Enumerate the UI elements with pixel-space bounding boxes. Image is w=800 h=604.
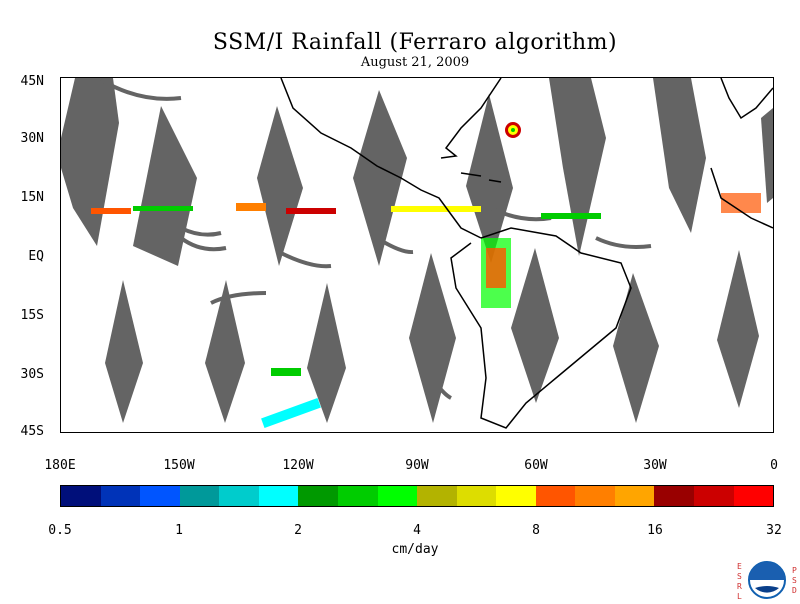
rainfall-map	[60, 77, 774, 433]
lon-label-90w: 90W	[405, 458, 429, 473]
colorbar-swatch	[575, 486, 615, 506]
rain-cell	[91, 208, 131, 214]
swath-gap	[205, 280, 245, 423]
rain-cell	[486, 248, 506, 288]
lat-label-15s: 15S	[20, 308, 44, 323]
colorbar-tick: 16	[647, 523, 663, 538]
rain-cell	[271, 368, 301, 376]
colorbar-swatch	[417, 486, 457, 506]
colorbar-swatch	[61, 486, 101, 506]
colorbar-swatch	[258, 486, 299, 506]
colorbar-tick: 8	[532, 523, 540, 538]
colorbar-swatch	[456, 486, 497, 506]
rain-cell	[261, 398, 321, 428]
colorbar-tick: 0.5	[48, 523, 72, 538]
colorbar-tick: 32	[766, 523, 782, 538]
rain-cell	[721, 193, 761, 213]
colorbar-tick: 1	[175, 523, 183, 538]
swath-arc	[100, 78, 182, 101]
lon-label-180e: 180E	[44, 458, 76, 473]
colorbar-swatch	[337, 486, 378, 506]
continent-outlines	[280, 78, 773, 429]
logo-letter: E	[737, 562, 742, 571]
swath-gap	[353, 90, 407, 266]
swath-gap	[549, 78, 606, 256]
colorbar-swatch	[535, 486, 576, 506]
colorbar-swatch	[496, 486, 536, 506]
lon-label-120w: 120W	[282, 458, 314, 473]
colorbar-swatch	[654, 486, 694, 506]
rain-cell	[286, 208, 336, 214]
logo-letter: L	[737, 592, 742, 601]
chart-date: August 21, 2009	[360, 55, 470, 70]
swath-arc	[375, 236, 414, 255]
rain-cells	[91, 122, 761, 428]
swath-arc	[179, 236, 227, 252]
lat-label-eq: EQ	[28, 249, 44, 264]
colorbar-swatch	[219, 486, 259, 506]
logo-letter: S	[737, 572, 742, 581]
swath-arc	[180, 226, 222, 237]
swath-gap	[761, 108, 773, 203]
noaa-emblem-icon	[748, 561, 786, 599]
swath-gap	[133, 106, 197, 266]
swath-gap	[717, 250, 759, 408]
swath-gap	[105, 280, 143, 423]
colorbar-swatch	[614, 486, 655, 506]
north-america-east-coast	[440, 78, 502, 159]
swath-gap	[653, 78, 706, 233]
swath-arc	[595, 236, 652, 249]
africa-coast	[710, 167, 773, 229]
rainfall-colorbar	[60, 485, 774, 507]
logo-letter: S	[792, 576, 797, 585]
colorbar-tick: 2	[294, 523, 302, 538]
colorbar-swatch	[100, 486, 141, 506]
colorbar-swatch	[140, 486, 180, 506]
europe-coast	[720, 78, 773, 120]
south-america-coast	[450, 227, 632, 429]
swath-arc	[280, 251, 332, 269]
north-america-coast	[280, 78, 482, 239]
logo-letter: D	[792, 586, 797, 595]
colorbar-units: cm/day	[391, 542, 439, 557]
colorbar-swatch	[733, 486, 774, 506]
logo-letter: P	[792, 566, 797, 575]
lon-label-30w: 30W	[643, 458, 667, 473]
rain-cell	[133, 206, 193, 211]
swath-gap	[61, 78, 119, 246]
colorbar-swatch	[179, 486, 220, 506]
colorbar-tick: 4	[413, 523, 421, 538]
lat-label-45n: 45N	[20, 74, 44, 89]
chart-title: SSM/I Rainfall (Ferraro algorithm)	[212, 30, 618, 55]
swath-gaps	[61, 78, 773, 423]
rain-cell	[541, 213, 601, 219]
swath-gap	[511, 248, 559, 403]
lat-label-30s: 30S	[20, 367, 44, 382]
swath-gap	[409, 253, 456, 423]
colorbar-swatch	[694, 486, 734, 506]
lon-label-0: 0	[770, 458, 778, 473]
swath-gap	[613, 273, 659, 423]
rain-cell	[511, 128, 515, 132]
colorbar-swatch	[377, 486, 418, 506]
lon-label-150w: 150W	[163, 458, 195, 473]
lon-label-60w: 60W	[524, 458, 548, 473]
swath-arc	[424, 366, 453, 400]
swath-gap	[466, 94, 513, 263]
lat-label-15n: 15N	[20, 190, 44, 205]
swath-gap	[307, 283, 346, 423]
swath-arc	[210, 291, 267, 305]
lat-label-30n: 30N	[20, 131, 44, 146]
caribbean-islands	[460, 172, 502, 183]
logo-letter: R	[737, 582, 742, 591]
rain-cell	[391, 206, 481, 212]
rain-cell	[236, 203, 266, 211]
lat-label-45s: 45S	[20, 424, 44, 439]
esrl-psd-noaa-logo: E S R L P S D	[737, 558, 797, 601]
swath-gap	[257, 106, 303, 266]
colorbar-swatch	[298, 486, 338, 506]
